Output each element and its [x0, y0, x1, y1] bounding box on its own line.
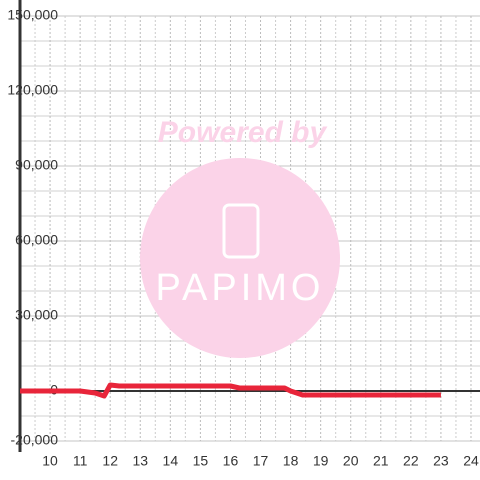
- x-tick-label: 23: [433, 453, 449, 469]
- x-tick-label: 21: [373, 453, 389, 469]
- y-tick-label: -20,000: [11, 432, 59, 448]
- x-tick-label: 18: [283, 453, 299, 469]
- y-tick-label: 60,000: [15, 232, 58, 248]
- x-tick-label: 15: [193, 453, 209, 469]
- x-tick-label: 22: [403, 453, 419, 469]
- y-tick-label: 120,000: [7, 82, 58, 98]
- watermark-icon: [222, 203, 260, 259]
- y-tick-label: 90,000: [15, 157, 58, 173]
- x-tick-label: 13: [132, 453, 148, 469]
- watermark-logo: PAPIMO: [156, 267, 325, 309]
- watermark: Powered by PAPIMO: [140, 116, 340, 358]
- x-tick-label: 20: [343, 453, 359, 469]
- x-tick-label: 10: [42, 453, 58, 469]
- x-tick-label: 19: [313, 453, 329, 469]
- x-tick-label: 17: [253, 453, 269, 469]
- x-tick-label: 14: [163, 453, 179, 469]
- x-tick-label: 24: [463, 453, 479, 469]
- x-tick-label: 16: [223, 453, 239, 469]
- x-tick-label: 12: [102, 453, 118, 469]
- y-tick-label: 30,000: [15, 307, 58, 323]
- y-tick-label: 150,000: [7, 7, 58, 23]
- watermark-caption: Powered by: [158, 116, 328, 149]
- data-line: [20, 382, 441, 399]
- x-tick-label: 11: [73, 453, 88, 469]
